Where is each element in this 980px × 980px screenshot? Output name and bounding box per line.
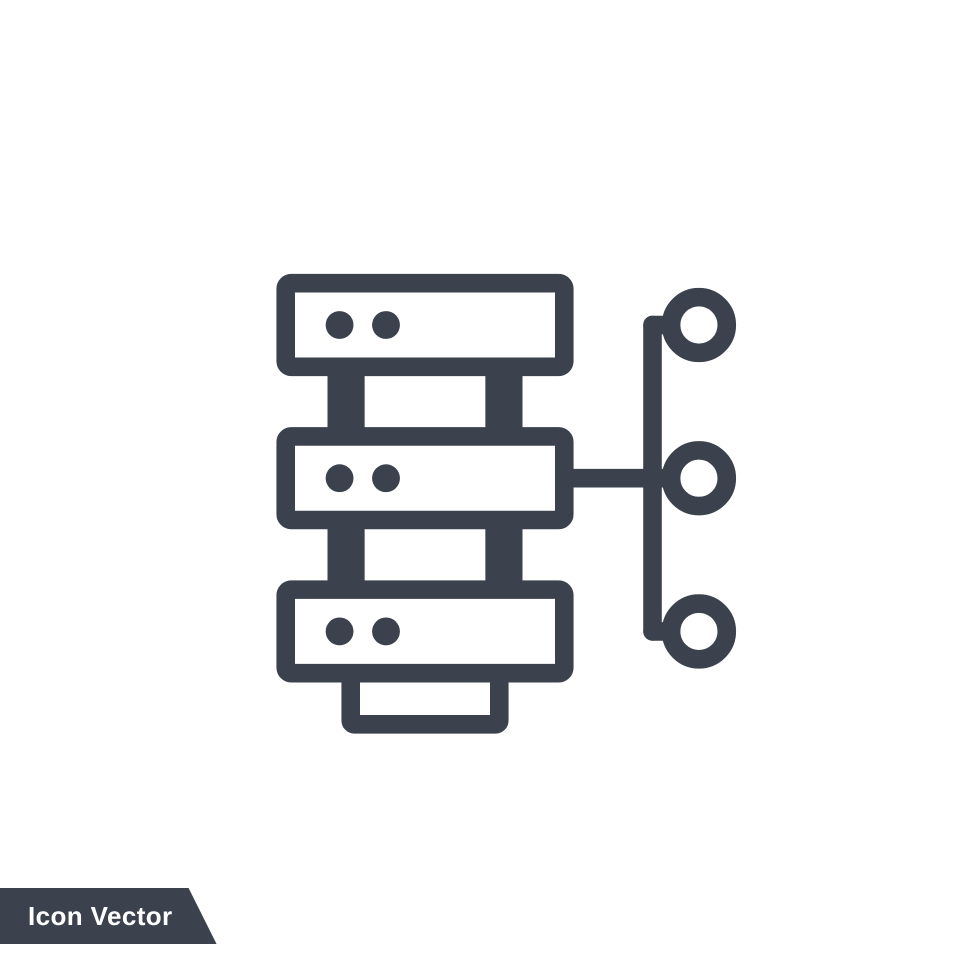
icon-canvas: Icon Vector xyxy=(0,0,980,980)
server-network-icon xyxy=(230,228,750,753)
label-banner-shape: Icon Vector xyxy=(0,888,217,944)
label-text: Icon Vector xyxy=(28,901,173,932)
label-banner: Icon Vector xyxy=(0,888,217,944)
